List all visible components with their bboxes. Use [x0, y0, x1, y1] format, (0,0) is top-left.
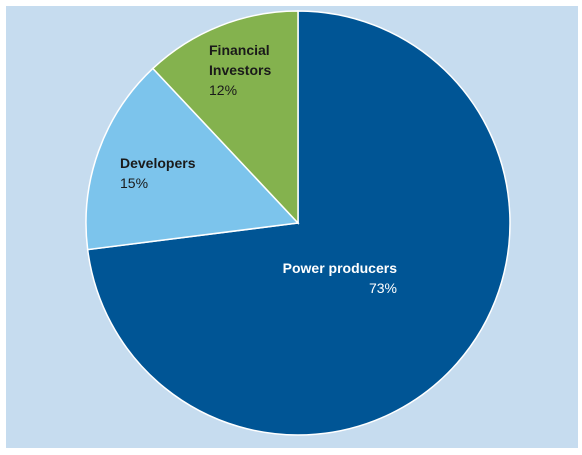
slice-name-developers: Developers [120, 155, 196, 171]
pie-chart: Power producers 73% Developers 15% Financial… [85, 10, 511, 436]
slice-value-power-producers: 73% [369, 280, 397, 296]
slice-name-financial-investors-line-1: Financial [209, 42, 270, 58]
chart-panel: Power producers 73% Developers 15% Financial… [6, 6, 578, 448]
slice-value-developers: 15% [120, 175, 148, 191]
slice-label-developers: Developers 15% [120, 155, 196, 191]
pie-slice-developers [85, 67, 300, 251]
slice-label-financial-investors: Financial Investors 12% [209, 42, 271, 98]
slice-name-financial-investors-line-2: Investors [209, 62, 271, 78]
slice-value-financial-investors: 12% [209, 82, 237, 98]
slice-name-power-producers: Power producers [283, 260, 398, 276]
pie-slice-financial-investors [151, 10, 299, 225]
slice-label-power-producers: Power producers 73% [283, 260, 398, 296]
